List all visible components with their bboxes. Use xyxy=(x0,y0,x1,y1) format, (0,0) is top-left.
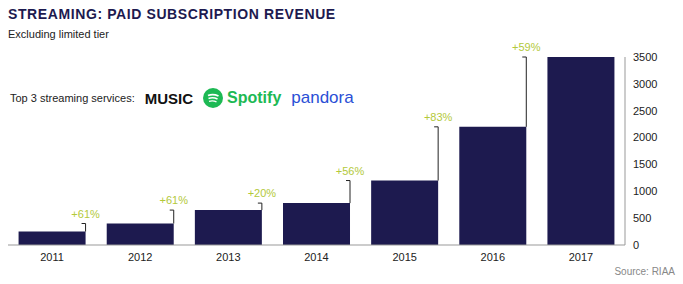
svg-text:1000: 1000 xyxy=(633,185,657,197)
html-text:Spotify: Spotify xyxy=(227,89,282,106)
svg-text:2014: 2014 xyxy=(304,251,328,263)
svg-text:+61%: +61% xyxy=(71,208,100,220)
svg-text:1500: 1500 xyxy=(633,158,657,170)
svg-text:+56%: +56% xyxy=(336,165,365,177)
html-text:pandora: pandora xyxy=(291,88,354,107)
svg-text:0: 0 xyxy=(633,239,639,251)
svg-text:500: 500 xyxy=(633,212,651,224)
html-text:STREAMING: PAID SUBSCRIPTION R: STREAMING: PAID SUBSCRIPTION REVENUE xyxy=(8,6,336,22)
svg-text:2017: 2017 xyxy=(569,251,593,263)
html-text:Source: RIAA: Source: RIAA xyxy=(614,266,675,277)
svg-text:3500: 3500 xyxy=(633,51,657,63)
html-text:Top 3 streaming services:: Top 3 streaming services: xyxy=(10,92,135,104)
svg-text:2015: 2015 xyxy=(392,251,416,263)
svg-text:+61%: +61% xyxy=(159,194,188,206)
svg-text:2016: 2016 xyxy=(481,251,505,263)
svg-text:2012: 2012 xyxy=(128,251,152,263)
svg-text:2500: 2500 xyxy=(633,105,657,117)
html-text:Excluding limited tier: Excluding limited tier xyxy=(8,28,109,40)
svg-text:2011: 2011 xyxy=(40,251,64,263)
html-text:MUSIC: MUSIC xyxy=(144,89,194,107)
svg-text:+20%: +20% xyxy=(248,187,277,199)
svg-text:2000: 2000 xyxy=(633,131,657,143)
svg-text:3000: 3000 xyxy=(633,78,657,90)
svg-text:+83%: +83% xyxy=(424,111,453,123)
svg-text:2013: 2013 xyxy=(216,251,240,263)
svg-text:+59%: +59% xyxy=(512,41,541,53)
